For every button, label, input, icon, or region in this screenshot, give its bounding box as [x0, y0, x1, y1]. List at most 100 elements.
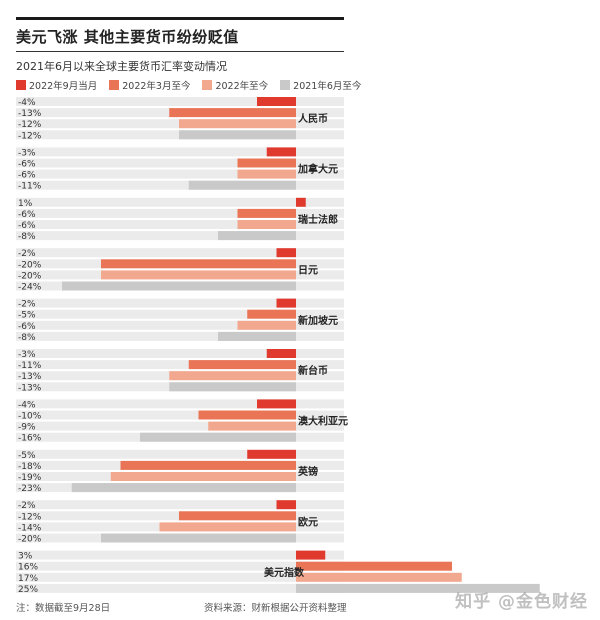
value-label: -13%: [18, 109, 42, 119]
bar-2-0: [296, 197, 306, 207]
bar-track: [16, 320, 344, 330]
bar-track: [16, 208, 344, 218]
bar-track: [16, 399, 344, 409]
footnote: 注：数据截至9月28日: [16, 603, 111, 614]
bar-6-3: [140, 432, 296, 442]
value-label: -8%: [18, 333, 36, 343]
value-label: -6%: [18, 171, 36, 181]
legend-swatch-0: [16, 80, 26, 90]
bar-track: [16, 421, 344, 431]
bar-1-3: [188, 180, 296, 190]
category-label: 英镑: [297, 465, 318, 478]
value-label: -2%: [18, 501, 36, 511]
bar-track: [16, 248, 344, 258]
bar-6-1: [198, 410, 296, 420]
bar-track: [16, 572, 344, 582]
legend: 2022年9月当月 2022年3月至今 2022年至今 2021年6月至今: [16, 78, 361, 92]
value-label: 3%: [18, 552, 33, 562]
bar-0-2: [179, 119, 296, 129]
bar-track: [16, 561, 344, 571]
bar-track: [16, 410, 344, 420]
legend-item-0: 2022年9月当月: [16, 78, 97, 92]
bar-track: [16, 158, 344, 168]
value-label: -16%: [18, 434, 42, 444]
value-label: -20%: [18, 535, 42, 545]
bar-3-1: [101, 259, 296, 269]
value-label: 25%: [18, 585, 38, 595]
value-label: -13%: [18, 383, 42, 393]
bar-9-1: [296, 561, 452, 571]
legend-label-1: 2022年3月至今: [122, 81, 191, 92]
legend-label-3: 2021年6月至今: [293, 81, 362, 92]
bar-1-0: [266, 147, 296, 157]
bar-track: [16, 583, 344, 593]
value-label: -18%: [18, 462, 42, 472]
bar-5-1: [188, 360, 296, 370]
value-label: -11%: [18, 182, 42, 192]
value-label: -10%: [18, 412, 42, 422]
bar-7-3: [71, 483, 296, 493]
value-label: -3%: [18, 350, 36, 360]
chart-title: 美元飞涨 其他主要货币纷纷贬值: [16, 28, 239, 46]
value-label: -11%: [18, 361, 42, 371]
category-label: 新台币: [298, 364, 328, 377]
category-label: 瑞士法郎: [298, 213, 338, 226]
subtitle-rule: [16, 51, 344, 52]
bar-3-3: [62, 281, 296, 291]
value-label: -23%: [18, 484, 42, 494]
bar-7-2: [110, 472, 296, 481]
bar-4-3: [218, 331, 296, 341]
bar-8-2: [159, 522, 296, 532]
bar-9-0: [296, 550, 326, 560]
value-label: -9%: [18, 423, 36, 433]
bar-track: [16, 169, 344, 179]
bar-track: [16, 197, 344, 207]
value-label: -13%: [18, 372, 42, 382]
value-label: -2%: [18, 249, 36, 259]
bar-8-1: [179, 511, 296, 521]
bar-track: [16, 231, 344, 241]
bar-1-1: [237, 158, 296, 168]
legend-swatch-2: [202, 80, 213, 90]
value-label: -4%: [18, 400, 36, 410]
bar-8-3: [101, 533, 296, 543]
bar-7-1: [120, 460, 296, 470]
value-label: -6%: [18, 322, 36, 332]
value-label: -20%: [18, 271, 42, 281]
value-label: -20%: [18, 260, 42, 270]
bar-track: [16, 349, 344, 358]
category-label: 日元: [298, 264, 318, 276]
bar-track: [16, 309, 344, 319]
bar-track: [16, 449, 344, 459]
bar-4-1: [247, 309, 296, 319]
bar-6-2: [208, 421, 296, 431]
bar-5-0: [266, 349, 296, 358]
bar-track: [16, 298, 344, 308]
bar-track: [16, 147, 344, 157]
bar-0-0: [257, 97, 296, 106]
bar-0-1: [169, 108, 296, 118]
bar-0-3: [179, 130, 296, 140]
legend-item-2: 2022年至今: [202, 78, 268, 92]
bar-6-0: [257, 399, 296, 409]
bar-track: [16, 180, 344, 190]
value-label: 16%: [18, 563, 38, 573]
category-label: 美元指数: [264, 566, 305, 579]
bar-5-3: [169, 382, 296, 392]
bar-track: [16, 360, 344, 370]
value-label: -6%: [18, 221, 36, 231]
bar-track: [16, 97, 344, 106]
bar-5-2: [169, 371, 296, 381]
category-label: 新加坡元: [298, 314, 338, 327]
legend-swatch-3: [280, 80, 291, 90]
value-label: -12%: [18, 120, 42, 130]
bar-9-2: [296, 572, 462, 582]
legend-item-1: 2022年3月至今: [109, 78, 190, 92]
value-label: -14%: [18, 523, 42, 533]
bar-2-2: [237, 220, 296, 229]
category-label: 加拿大元: [297, 163, 338, 176]
bar-2-1: [237, 208, 296, 218]
category-label: 欧元: [298, 515, 318, 528]
watermark: 知乎 @金色财经: [455, 592, 588, 612]
